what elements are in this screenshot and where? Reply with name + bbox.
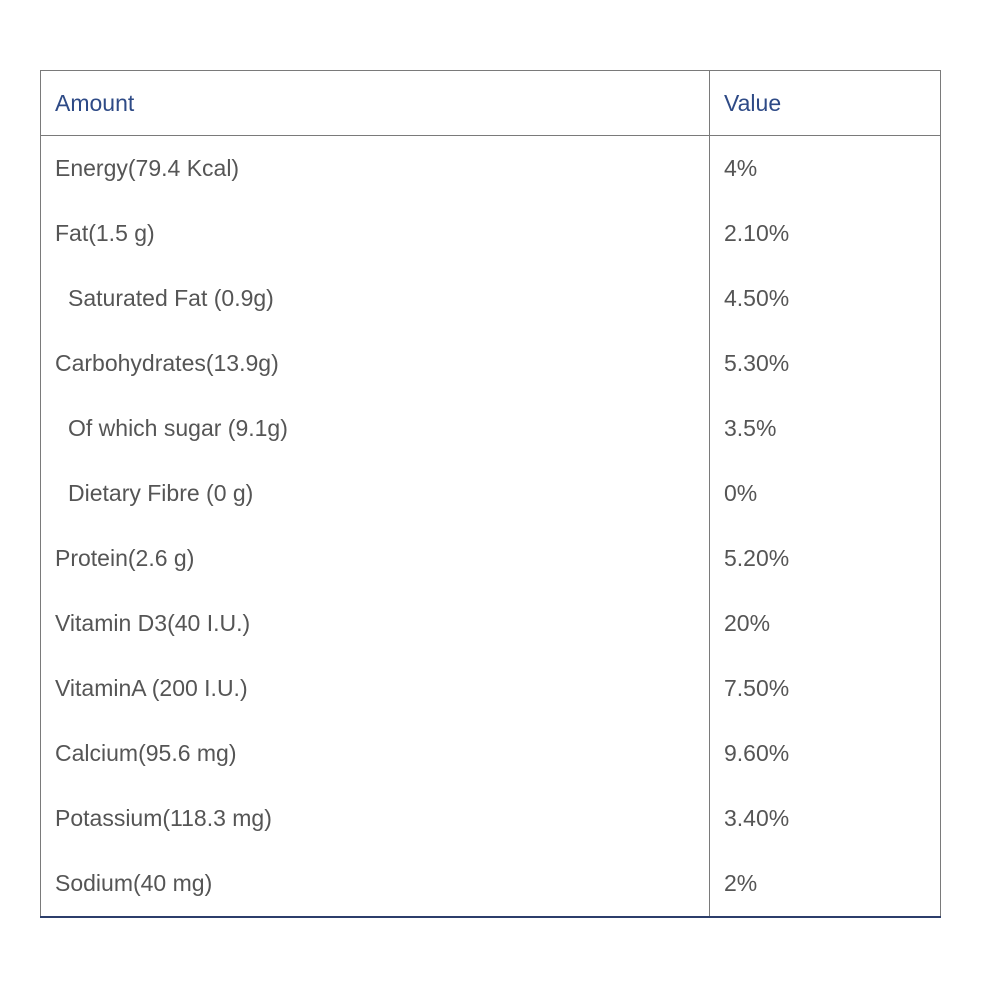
table-row: Sodium(40 mg) 2% [41, 851, 941, 917]
nutrient-amount: Saturated Fat (0.9g) [68, 285, 274, 311]
nutrient-value: 2% [709, 851, 941, 917]
nutrient-value: 5.20% [709, 526, 941, 591]
nutrient-value: 4% [709, 135, 941, 201]
header-amount: Amount [40, 70, 710, 136]
table-row: Potassium(118.3 mg) 3.40% [41, 786, 941, 851]
table-row: Protein(2.6 g) 5.20% [41, 526, 941, 591]
nutrient-amount: Sodium(40 mg) [55, 870, 213, 896]
nutrition-table: Amount Value Energy(79.4 Kcal) 4% Fat(1.… [40, 70, 941, 918]
nutrient-value: 0% [709, 461, 941, 526]
table-row: Fat(1.5 g) 2.10% [41, 201, 941, 266]
table-header: Amount Value [40, 70, 941, 136]
table-row: Of which sugar (9.1g) 3.5% [41, 396, 941, 461]
nutrient-value: 4.50% [709, 266, 941, 331]
nutrient-amount: Of which sugar (9.1g) [68, 415, 288, 441]
nutrient-value: 7.50% [709, 656, 941, 721]
nutrient-amount: Energy(79.4 Kcal) [55, 155, 240, 181]
table-row: Dietary Fibre (0 g) 0% [41, 461, 941, 526]
nutrient-amount: VitaminA (200 I.U.) [55, 675, 248, 701]
nutrient-value: 9.60% [709, 721, 941, 786]
table-row: Calcium(95.6 mg) 9.60% [41, 721, 941, 786]
table-row: Carbohydrates(13.9g) 5.30% [41, 331, 941, 396]
table-row: Vitamin D3(40 I.U.) 20% [41, 591, 941, 656]
header-value: Value [709, 70, 941, 136]
nutrient-value: 3.40% [709, 786, 941, 851]
nutrient-amount: Calcium(95.6 mg) [55, 740, 237, 766]
nutrient-amount: Vitamin D3(40 I.U.) [55, 610, 251, 636]
table-row: Saturated Fat (0.9g) 4.50% [41, 266, 941, 331]
nutrient-amount: Dietary Fibre (0 g) [68, 480, 254, 506]
nutrient-amount: Carbohydrates(13.9g) [55, 350, 279, 376]
header-row: Amount Value [40, 70, 941, 136]
nutrient-amount: Protein(2.6 g) [55, 545, 195, 571]
table-body: Energy(79.4 Kcal) 4% Fat(1.5 g) 2.10% Sa… [41, 135, 941, 917]
table-row: Energy(79.4 Kcal) 4% [41, 135, 941, 201]
nutrient-value: 3.5% [709, 396, 941, 461]
table-row: VitaminA (200 I.U.) 7.50% [41, 656, 941, 721]
nutrient-value: 5.30% [709, 331, 941, 396]
nutrient-value: 2.10% [709, 201, 941, 266]
nutrient-amount: Potassium(118.3 mg) [55, 805, 272, 831]
nutrient-value: 20% [709, 591, 941, 656]
nutrient-amount: Fat(1.5 g) [55, 220, 155, 246]
